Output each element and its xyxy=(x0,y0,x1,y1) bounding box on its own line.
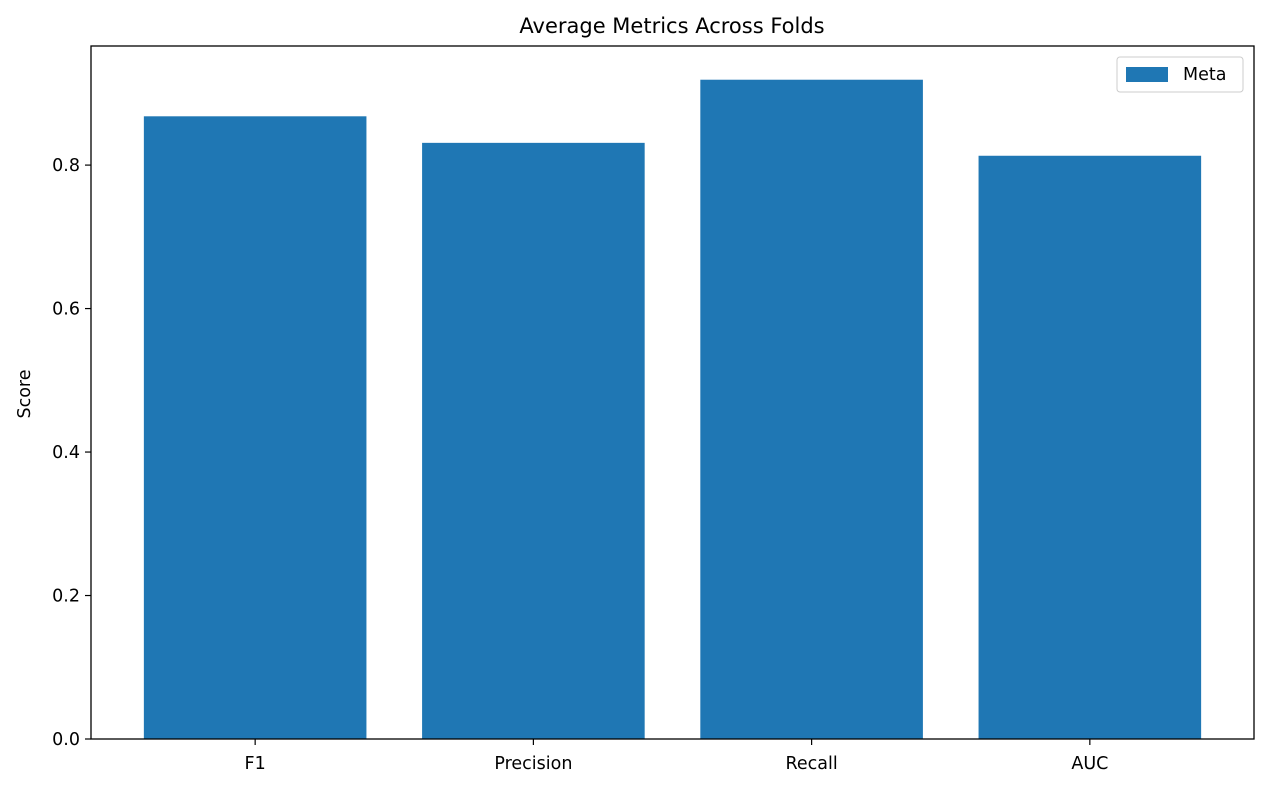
bar-auc xyxy=(978,155,1202,739)
chart-title: Average Metrics Across Folds xyxy=(519,14,824,38)
legend-box xyxy=(1116,56,1244,93)
x-tick-label: F1 xyxy=(245,754,266,774)
bar-recall xyxy=(700,79,923,740)
bar-f1 xyxy=(143,116,367,740)
bar-precision xyxy=(422,142,645,740)
legend: Meta xyxy=(1116,56,1244,93)
plot-frame xyxy=(90,45,1255,740)
bars-group xyxy=(143,79,1202,740)
x-tick-label: Precision xyxy=(494,754,572,774)
y-tick-label: 0.4 xyxy=(52,443,80,463)
y-tick-label: 0.6 xyxy=(52,300,80,320)
y-tick-label: 0.8 xyxy=(52,156,80,176)
ticks-group: F1 Precision Recall AUC 0.0 0.2 0.4 0.6 0.8 xyxy=(52,156,1108,774)
y-tick-label: 0.0 xyxy=(52,730,80,750)
x-tick-label: AUC xyxy=(1071,754,1108,774)
legend-swatch xyxy=(1126,67,1168,82)
legend-label: Meta xyxy=(1183,65,1226,85)
y-tick-label: 0.2 xyxy=(52,587,80,607)
x-tick-label: Recall xyxy=(786,754,838,774)
y-axis-label: Score xyxy=(15,369,35,418)
